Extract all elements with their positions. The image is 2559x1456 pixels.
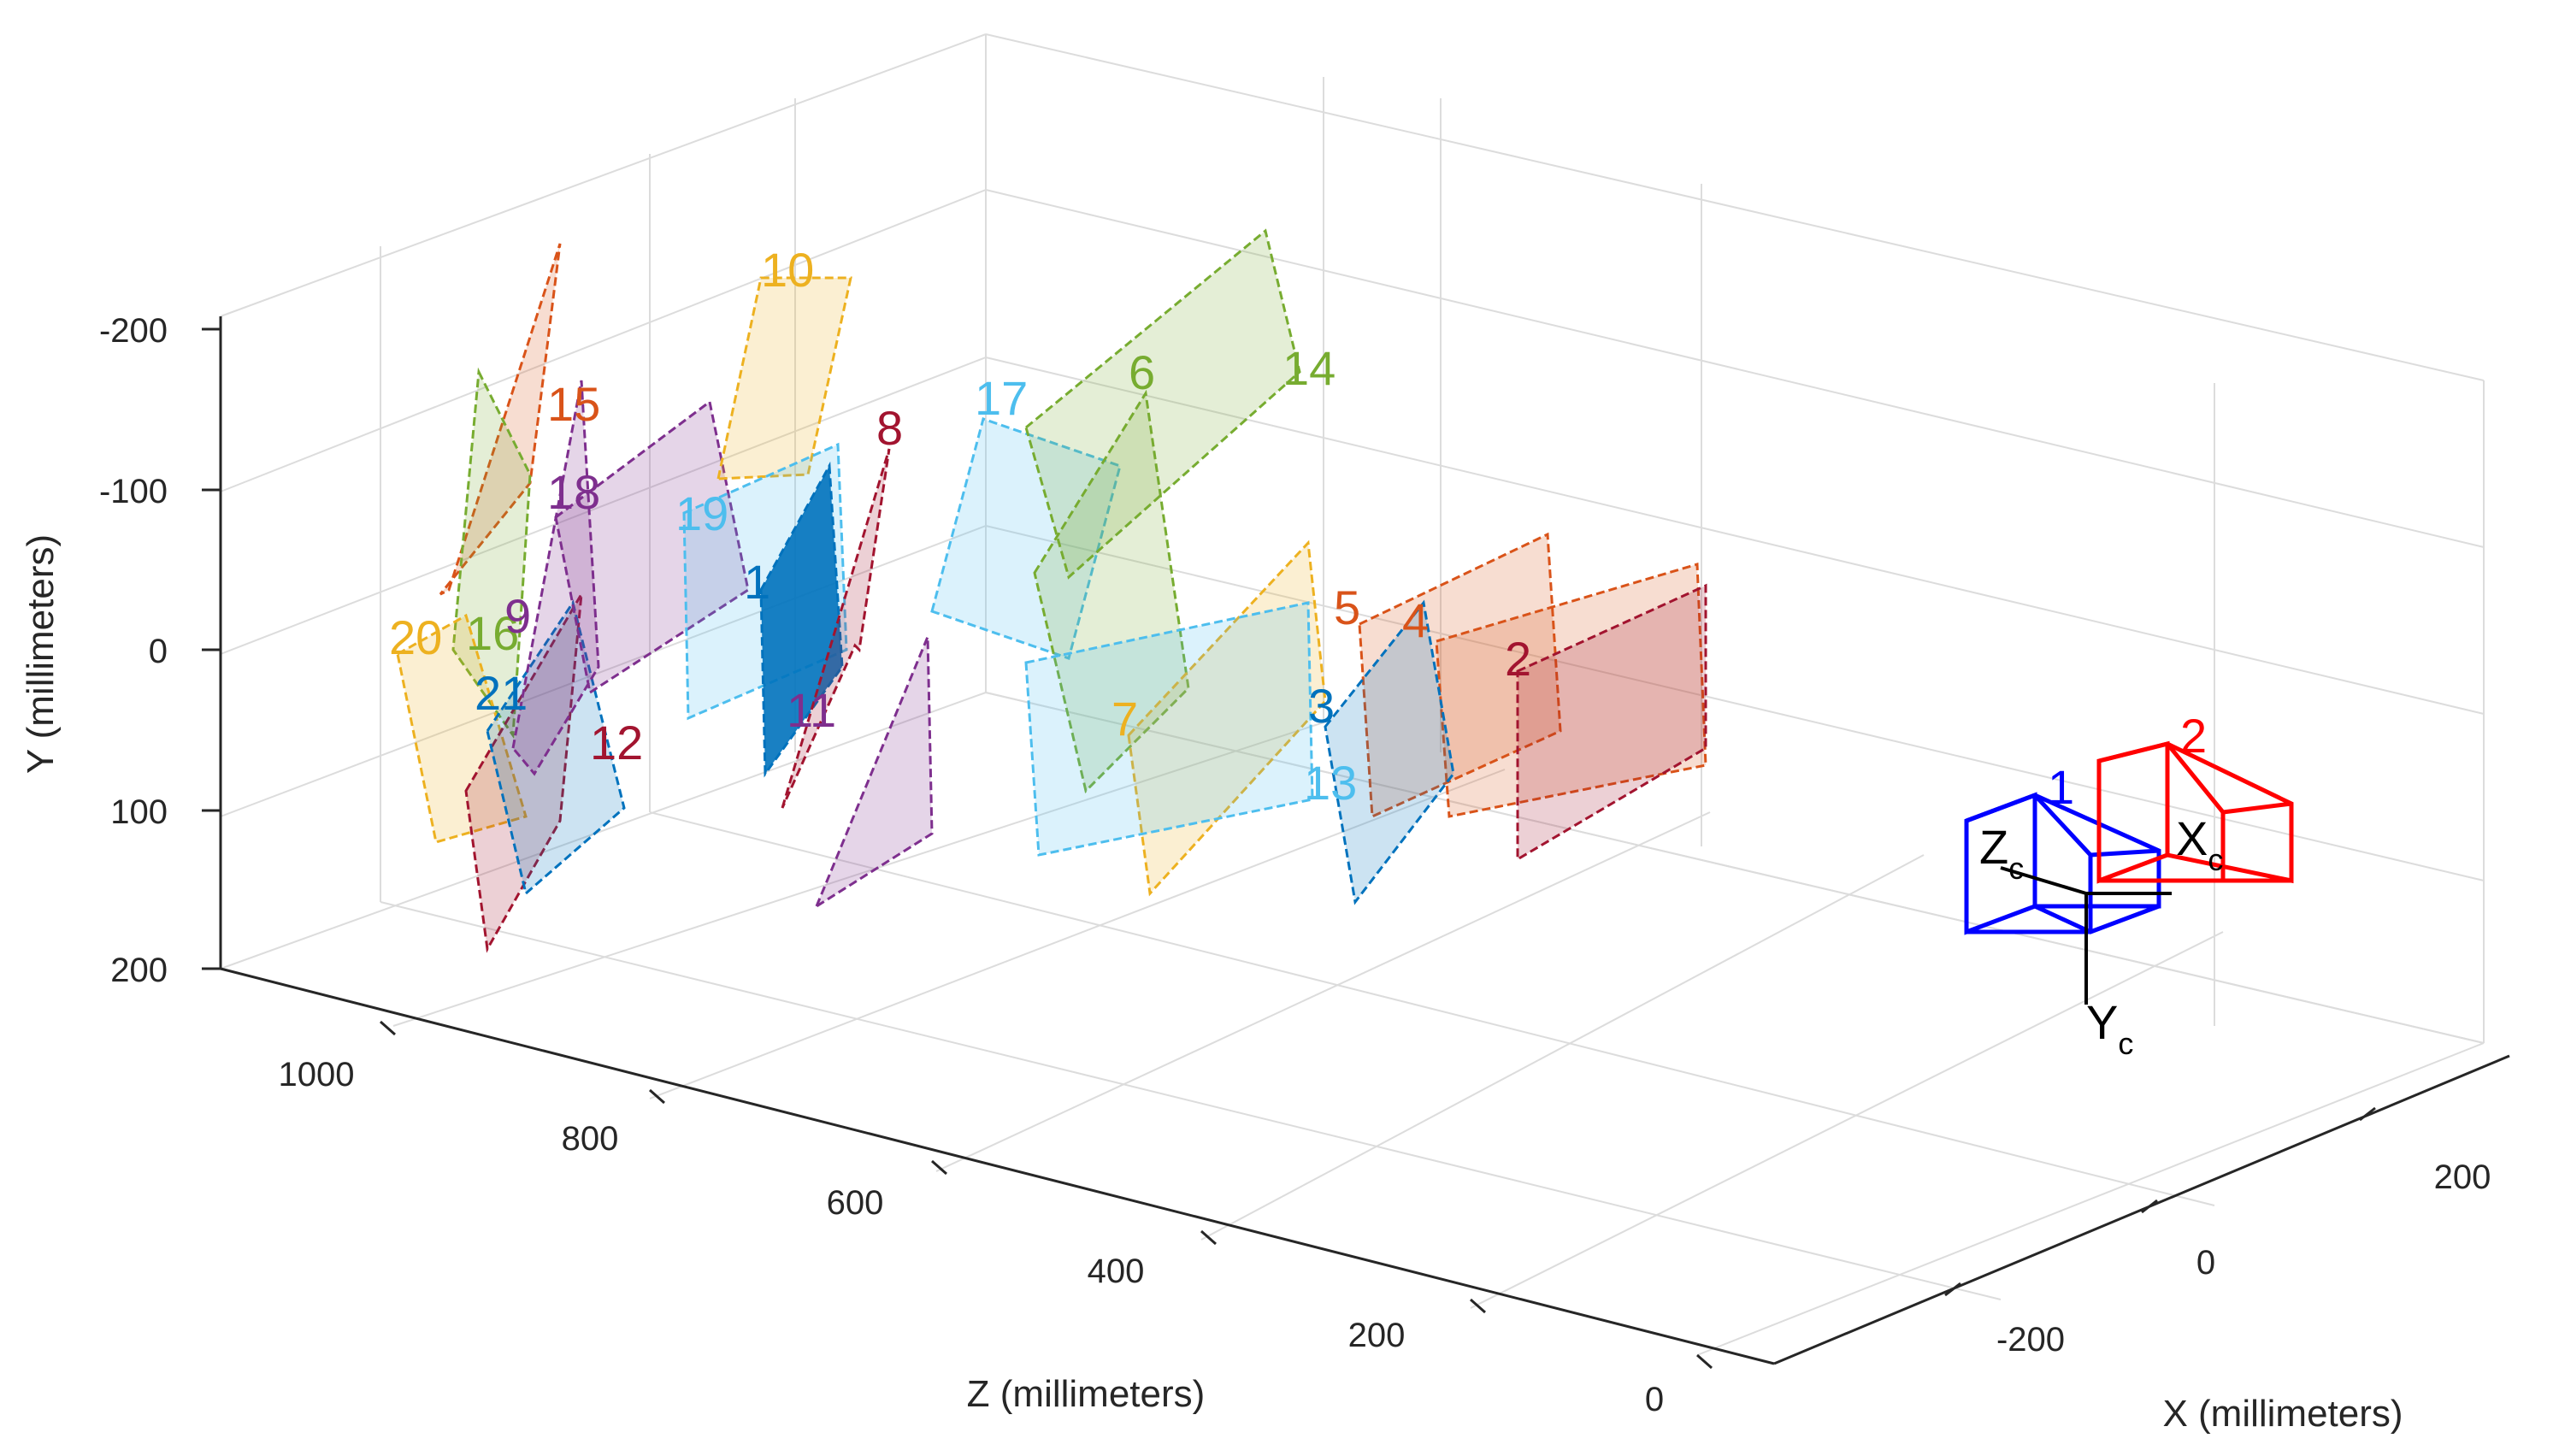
board-20-plane xyxy=(396,613,528,844)
camera-z-axis-line xyxy=(2000,866,2087,895)
board-15-label: 15 xyxy=(547,377,600,431)
camera-2-frustum-edge xyxy=(2222,801,2292,815)
camera-2-frustum-edge xyxy=(2096,740,2170,884)
board-16-plane xyxy=(451,367,532,740)
y-tick-label: 200 xyxy=(110,952,168,989)
axis-lines xyxy=(219,316,2510,1365)
x-tick-label: 0 xyxy=(2196,1244,2215,1282)
camera-1-label: 1 xyxy=(2048,760,2074,814)
board-14-label: 14 xyxy=(1282,341,1336,395)
board-17-plane xyxy=(930,417,1122,660)
board-9-label: 9 xyxy=(504,589,531,643)
camera-1-frustum-edge xyxy=(1966,793,2092,857)
z-axis-line xyxy=(220,967,1775,1365)
grid-lines xyxy=(220,33,2485,1365)
board-11-plane xyxy=(813,636,934,910)
board-7-label: 7 xyxy=(1111,692,1138,746)
board-12-label: 12 xyxy=(590,716,643,769)
board-3-label: 3 xyxy=(1308,679,1335,733)
board-13-plane xyxy=(1024,601,1314,857)
board-13-label: 13 xyxy=(1304,756,1357,810)
board-8-label: 8 xyxy=(876,401,903,455)
board-3-plane xyxy=(1324,599,1455,905)
board-19-label: 19 xyxy=(675,486,728,540)
camera-1-frustum-edge xyxy=(2033,904,2160,934)
board-2-label: 2 xyxy=(1505,632,1531,686)
board-20-label: 20 xyxy=(389,610,442,664)
z-tick-label: 200 xyxy=(1348,1317,1406,1354)
tick-marks xyxy=(202,327,2376,1370)
board-4-label: 4 xyxy=(1402,593,1429,647)
board-21-label: 21 xyxy=(475,666,528,720)
board-12-plane xyxy=(464,593,583,953)
z-tick-label: 800 xyxy=(562,1120,619,1158)
camera-2-label: 2 xyxy=(2180,709,2207,763)
board-7-plane xyxy=(1127,539,1327,897)
z-tick-label: 400 xyxy=(1088,1253,1145,1290)
cameras: 1 2 Xc Zc Yc xyxy=(1964,709,2294,1061)
board-16-label: 16 xyxy=(466,606,519,660)
camera-z-axis-label: Zc xyxy=(1979,820,2024,886)
z-tick-labels: 1000 800 600 400 200 0 xyxy=(279,1056,1665,1418)
board-5-label: 5 xyxy=(1334,581,1360,634)
board-14-plane xyxy=(1024,228,1301,580)
board-5-plane xyxy=(1358,532,1562,819)
board-1-label: 1 xyxy=(744,555,770,609)
board-6-plane xyxy=(1033,389,1190,793)
y-tick-label: -100 xyxy=(99,473,168,510)
camera-y-axis-label: Yc xyxy=(2086,995,2133,1061)
board-8-plane xyxy=(781,448,891,809)
board-18-plane xyxy=(554,399,750,695)
x-axis-line xyxy=(1773,1054,2510,1365)
z-tick-label: 1000 xyxy=(279,1056,355,1093)
board-10-plane xyxy=(716,276,852,480)
y-axis-title: Y (millimeters) xyxy=(20,534,62,774)
x-tick-label: 200 xyxy=(2434,1158,2491,1196)
board-4-plane xyxy=(1435,563,1707,818)
y-tick-label: 100 xyxy=(110,793,168,831)
board-18-label: 18 xyxy=(547,465,600,519)
board-21-plane xyxy=(486,599,626,896)
x-axis-title: X (millimeters) xyxy=(2162,1393,2403,1435)
z-tick-label: 0 xyxy=(1645,1381,1664,1418)
camera-1-frustum-edge xyxy=(2090,848,2160,858)
board-11-label: 11 xyxy=(787,683,836,737)
board-2-plane xyxy=(1516,583,1707,862)
y-tick-label: 0 xyxy=(149,633,168,670)
y-tick-labels: -200 -100 0 100 200 xyxy=(99,312,168,989)
camera-2-frustum-edge xyxy=(2166,741,2294,884)
board-6-label: 6 xyxy=(1129,345,1155,399)
board-17-label: 17 xyxy=(975,371,1028,425)
board-10-label: 10 xyxy=(761,243,814,297)
z-tick-label: 600 xyxy=(827,1184,884,1222)
y-tick-label: -200 xyxy=(99,312,168,350)
x-tick-labels: 200 0 -200 xyxy=(1996,1158,2491,1359)
board-1-plane xyxy=(759,461,844,778)
camera-x-axis-label: Xc xyxy=(2176,811,2223,877)
board-9-plane xyxy=(511,380,600,776)
camera-2-frustum-edge xyxy=(2098,741,2225,814)
x-tick-label: -200 xyxy=(1996,1321,2065,1359)
z-axis-title: Z (millimeters) xyxy=(967,1373,1206,1415)
